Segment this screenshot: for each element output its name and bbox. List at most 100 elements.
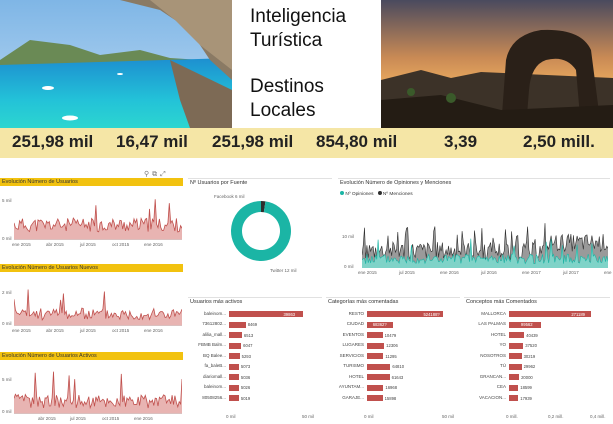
beach-photo bbox=[0, 0, 232, 128]
bar-value-label: 64810 bbox=[392, 364, 405, 370]
bar-value-label: 5036 bbox=[240, 374, 251, 380]
bar-category-label: SERVICIOS bbox=[339, 352, 364, 358]
pin-icon[interactable]: ⚲ bbox=[144, 171, 153, 178]
donut-slice-facebook[interactable] bbox=[261, 201, 266, 213]
bar-value-label: 8469 bbox=[247, 322, 258, 328]
bar-mark[interactable] bbox=[509, 384, 519, 391]
bar-mark[interactable] bbox=[229, 332, 242, 338]
expand-icon[interactable]: ⤢ bbox=[160, 171, 169, 178]
bar-axis-tick: 50 mil bbox=[442, 414, 455, 419]
active-users-chart bbox=[14, 371, 182, 414]
bar-value-label: 40439 bbox=[526, 332, 538, 338]
bar-value-label: 99562 bbox=[520, 322, 533, 328]
bar-value-label: 524188? bbox=[423, 311, 440, 317]
mentions-line bbox=[362, 223, 608, 261]
bar-value-label: 18599 bbox=[520, 385, 532, 391]
bar-mark[interactable] bbox=[367, 353, 384, 359]
users-by-source-title: Nº Usuarios por Fuente bbox=[188, 178, 332, 186]
new-users-y-tick: 0 mil bbox=[2, 321, 12, 326]
bar-mark[interactable] bbox=[367, 311, 444, 317]
opinions-x-tick: ene 2016 bbox=[440, 270, 459, 275]
rock-arch-photo-image bbox=[381, 0, 613, 128]
header-banner: Inteligencia Turística Destinos Locales bbox=[0, 0, 613, 128]
series-line bbox=[14, 199, 182, 233]
users-x-tick: jul 2015 bbox=[80, 242, 96, 247]
bar-mark[interactable] bbox=[509, 395, 519, 401]
bar-value-label: 5073 bbox=[240, 364, 251, 370]
app-subtitle-line1: Destinos bbox=[250, 76, 324, 97]
bar-mark[interactable] bbox=[367, 363, 391, 370]
bar-category-label: alilia_mall... bbox=[202, 331, 226, 337]
bar-mark[interactable] bbox=[229, 311, 304, 317]
bar-mark[interactable] bbox=[367, 384, 384, 391]
bar-axis-tick: 0 mill. bbox=[506, 414, 518, 419]
bar-mark[interactable] bbox=[509, 332, 525, 338]
users-by-source-donut bbox=[231, 201, 291, 261]
bar-category-label: EVENTOS bbox=[342, 331, 364, 337]
bar-axis-tick: 0,2 mill. bbox=[548, 414, 564, 419]
bar-category-label: HOTEL bbox=[348, 373, 364, 379]
bar-category-label: CIUDAD bbox=[346, 321, 364, 326]
bar-category-label: RESTO bbox=[348, 310, 364, 316]
bar-mark[interactable] bbox=[229, 363, 239, 370]
bar-category-label: GARAJE... bbox=[342, 394, 364, 400]
bar-mark[interactable] bbox=[367, 342, 385, 349]
donut-label-facebook: Facebook 6 mil bbox=[214, 194, 245, 199]
legend-mentions-label: Nº Menciones bbox=[382, 192, 413, 197]
bar-value-label: 17939 bbox=[520, 395, 532, 401]
active-users-x-tick: oct 2015 bbox=[102, 416, 120, 421]
bar-category-label: TURISMO bbox=[343, 363, 364, 368]
bar-mark[interactable] bbox=[509, 342, 524, 349]
bar-value-label: 15898 bbox=[384, 395, 397, 401]
rock-arch-photo bbox=[381, 0, 613, 128]
users-x-tick: ene 2015 bbox=[12, 242, 31, 247]
bar-mark[interactable] bbox=[509, 363, 522, 370]
users-y-tick: 5 mil bbox=[2, 198, 12, 203]
users-x-tick: oct 2015 bbox=[112, 242, 130, 247]
copy-icon[interactable]: ⧉ bbox=[152, 171, 161, 178]
bar-category-label: GRANCAN... bbox=[479, 373, 506, 379]
bar-category-label: FBMB Balm... bbox=[198, 342, 226, 347]
donut-slice-twitter[interactable] bbox=[231, 201, 291, 261]
bar-value-label: 6047 bbox=[243, 343, 253, 349]
bar-mark[interactable] bbox=[229, 374, 239, 380]
bar-mark[interactable] bbox=[229, 342, 242, 349]
visual-toolbar: ⚲⧉⤢ bbox=[144, 170, 169, 179]
bar-mark[interactable] bbox=[229, 395, 239, 401]
opinions-chart bbox=[362, 223, 608, 268]
opinions-x-tick: jul 2017 bbox=[563, 270, 579, 275]
bar-value-label: 5293 bbox=[241, 353, 251, 359]
bar-value-label: 39863 bbox=[283, 311, 296, 317]
bar-mark[interactable] bbox=[367, 374, 390, 380]
bar-value-label: 5019 bbox=[240, 395, 251, 401]
opinions-x-tick: ene 2015 bbox=[358, 270, 377, 275]
bar-mark[interactable] bbox=[509, 311, 592, 317]
bar-mark[interactable] bbox=[229, 384, 239, 391]
bar-category-label: LUGARES bbox=[342, 342, 364, 347]
bar-mark[interactable] bbox=[229, 321, 246, 328]
bar-mark[interactable] bbox=[509, 353, 522, 359]
legend-opinions-swatch bbox=[340, 191, 344, 195]
categories-title: Categorías más comentadas bbox=[326, 297, 460, 305]
bar-value-label: 68362? bbox=[372, 322, 387, 328]
bar-category-label: TÚ bbox=[500, 363, 506, 368]
users-x-tick: ene 2016 bbox=[144, 242, 163, 247]
bar-mark[interactable] bbox=[367, 395, 383, 401]
active-users-title: Evolución Número de Usuarios Activos bbox=[0, 352, 183, 360]
opinions-x-tick: jul 2016 bbox=[481, 270, 497, 275]
kpi-total-users: 251,98 mil bbox=[12, 132, 94, 151]
bar-category-label: diariomall... bbox=[202, 373, 226, 379]
bar-mark[interactable] bbox=[367, 321, 393, 328]
bar-mark[interactable] bbox=[367, 332, 383, 338]
bar-category-label: VACACION... bbox=[479, 394, 506, 400]
bar-axis-tick: 0 mil bbox=[364, 414, 374, 419]
opinions-x-tick: jul 2015 bbox=[399, 270, 415, 275]
new-users-x-tick: ene 2016 bbox=[144, 328, 163, 333]
new-users-chart bbox=[14, 289, 182, 326]
bar-mark[interactable] bbox=[509, 374, 520, 380]
bar-mark[interactable] bbox=[229, 353, 240, 359]
new-users-x-tick: oct 2015 bbox=[112, 328, 130, 333]
kpi-new-users: 16,47 mil bbox=[116, 132, 188, 151]
new-users-x-tick: jul 2015 bbox=[80, 328, 96, 333]
bar-mark[interactable] bbox=[509, 321, 541, 328]
